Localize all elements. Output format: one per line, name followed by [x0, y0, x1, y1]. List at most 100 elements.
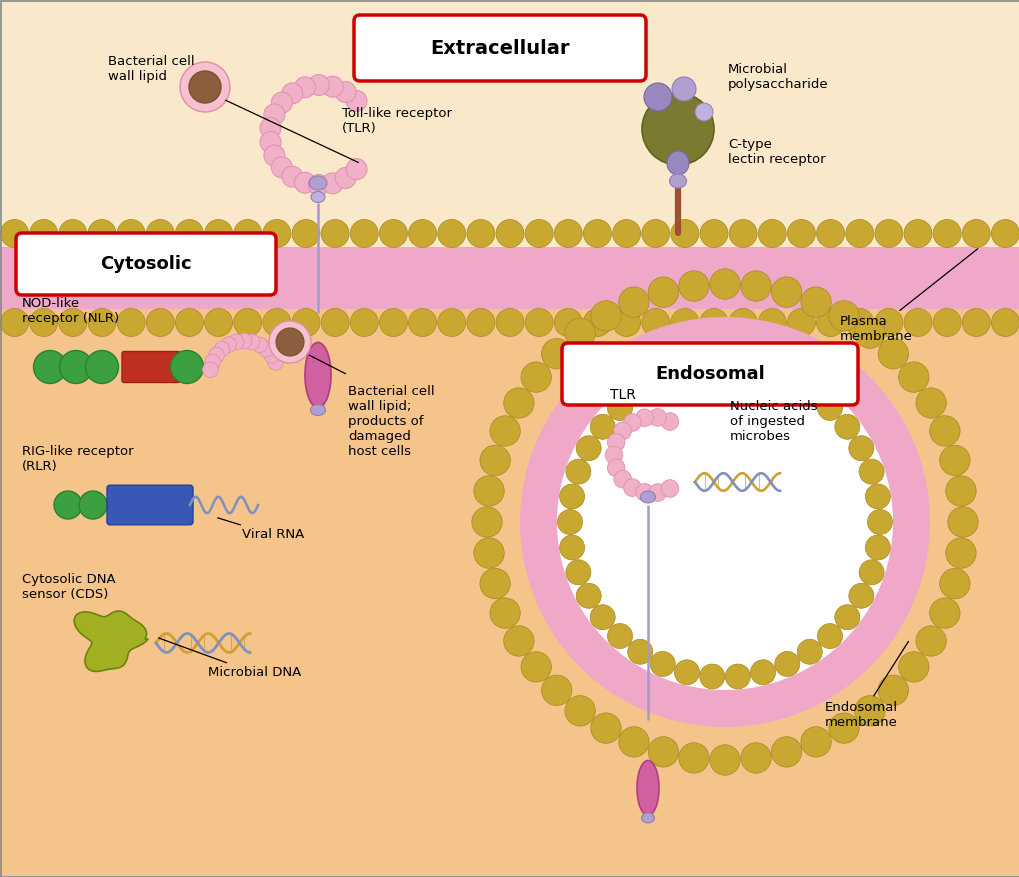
Circle shape — [54, 491, 82, 519]
Text: Viral RNA: Viral RNA — [217, 517, 304, 541]
Circle shape — [635, 483, 653, 501]
Circle shape — [590, 713, 621, 744]
Circle shape — [627, 380, 652, 405]
Text: Endosomal
membrane: Endosomal membrane — [824, 641, 908, 729]
Circle shape — [335, 82, 356, 103]
Circle shape — [146, 219, 174, 247]
Circle shape — [1, 219, 29, 247]
Text: Bacterial cell
wall lipid;
products of
damaged
host cells: Bacterial cell wall lipid; products of d… — [347, 385, 434, 458]
FancyBboxPatch shape — [354, 15, 645, 81]
Circle shape — [648, 409, 665, 426]
Circle shape — [903, 219, 931, 247]
Ellipse shape — [641, 813, 654, 823]
Circle shape — [583, 219, 610, 247]
Circle shape — [260, 118, 280, 139]
Ellipse shape — [666, 151, 688, 175]
Circle shape — [932, 309, 960, 337]
Circle shape — [321, 219, 348, 247]
Circle shape — [260, 132, 280, 153]
Circle shape — [623, 479, 641, 496]
Circle shape — [541, 675, 572, 705]
Circle shape — [489, 598, 520, 628]
Circle shape — [86, 351, 118, 383]
Circle shape — [576, 583, 600, 609]
Circle shape — [641, 219, 669, 247]
Circle shape — [264, 145, 284, 166]
Circle shape — [294, 172, 315, 193]
Circle shape — [335, 168, 356, 189]
Circle shape — [269, 321, 311, 363]
Circle shape — [276, 328, 304, 356]
Circle shape — [566, 460, 590, 484]
Circle shape — [264, 347, 279, 363]
Text: Endosomal: Endosomal — [654, 365, 764, 383]
Circle shape — [557, 510, 582, 534]
Circle shape — [379, 219, 407, 247]
Circle shape — [672, 77, 695, 101]
Circle shape — [947, 507, 977, 538]
Circle shape — [566, 560, 590, 585]
Circle shape — [541, 339, 572, 369]
Circle shape — [258, 341, 274, 357]
Circle shape — [613, 470, 631, 488]
Circle shape — [559, 484, 584, 509]
Text: Toll-like receptor
(TLR): Toll-like receptor (TLR) — [341, 107, 451, 135]
Bar — [0, 247, 1019, 877]
Circle shape — [264, 104, 284, 125]
Circle shape — [961, 309, 989, 337]
Ellipse shape — [668, 174, 686, 188]
Circle shape — [635, 409, 653, 426]
Circle shape — [607, 459, 625, 476]
Circle shape — [576, 436, 600, 460]
Circle shape — [699, 219, 728, 247]
Circle shape — [175, 309, 203, 337]
Circle shape — [59, 351, 93, 383]
Circle shape — [179, 62, 229, 112]
Circle shape — [678, 271, 708, 301]
Circle shape — [932, 219, 960, 247]
Bar — [0, 0, 1019, 247]
Circle shape — [623, 414, 641, 431]
Circle shape — [245, 334, 260, 350]
Circle shape — [740, 271, 770, 301]
Circle shape — [30, 219, 58, 247]
Bar — [0, 247, 1019, 309]
Circle shape — [787, 219, 814, 247]
Circle shape — [559, 535, 584, 560]
Ellipse shape — [637, 760, 658, 816]
Circle shape — [915, 388, 946, 418]
Circle shape — [619, 287, 648, 317]
Circle shape — [928, 416, 959, 446]
Text: Plasma
membrane: Plasma membrane — [840, 249, 977, 343]
Circle shape — [34, 351, 66, 383]
Circle shape — [757, 219, 786, 247]
Circle shape — [236, 333, 252, 349]
Circle shape — [252, 337, 267, 353]
Circle shape — [117, 309, 145, 337]
Text: Microbial DNA: Microbial DNA — [158, 638, 301, 680]
Circle shape — [898, 652, 928, 682]
Circle shape — [674, 360, 699, 384]
Circle shape — [117, 219, 145, 247]
Circle shape — [709, 268, 740, 299]
Circle shape — [858, 460, 883, 484]
Circle shape — [489, 416, 520, 446]
Circle shape — [607, 396, 632, 420]
Circle shape — [590, 605, 614, 630]
Circle shape — [495, 219, 524, 247]
Circle shape — [612, 219, 640, 247]
Circle shape — [699, 664, 723, 689]
Circle shape — [660, 480, 678, 497]
Circle shape — [800, 287, 830, 317]
Circle shape — [556, 354, 892, 690]
Circle shape — [263, 219, 290, 247]
Circle shape — [660, 413, 678, 431]
Circle shape — [648, 484, 665, 502]
Circle shape — [678, 743, 708, 774]
Circle shape — [854, 695, 884, 726]
Circle shape — [709, 745, 740, 775]
Circle shape — [553, 309, 582, 337]
Circle shape — [520, 317, 929, 727]
Circle shape — [221, 337, 236, 353]
Circle shape — [627, 639, 652, 664]
